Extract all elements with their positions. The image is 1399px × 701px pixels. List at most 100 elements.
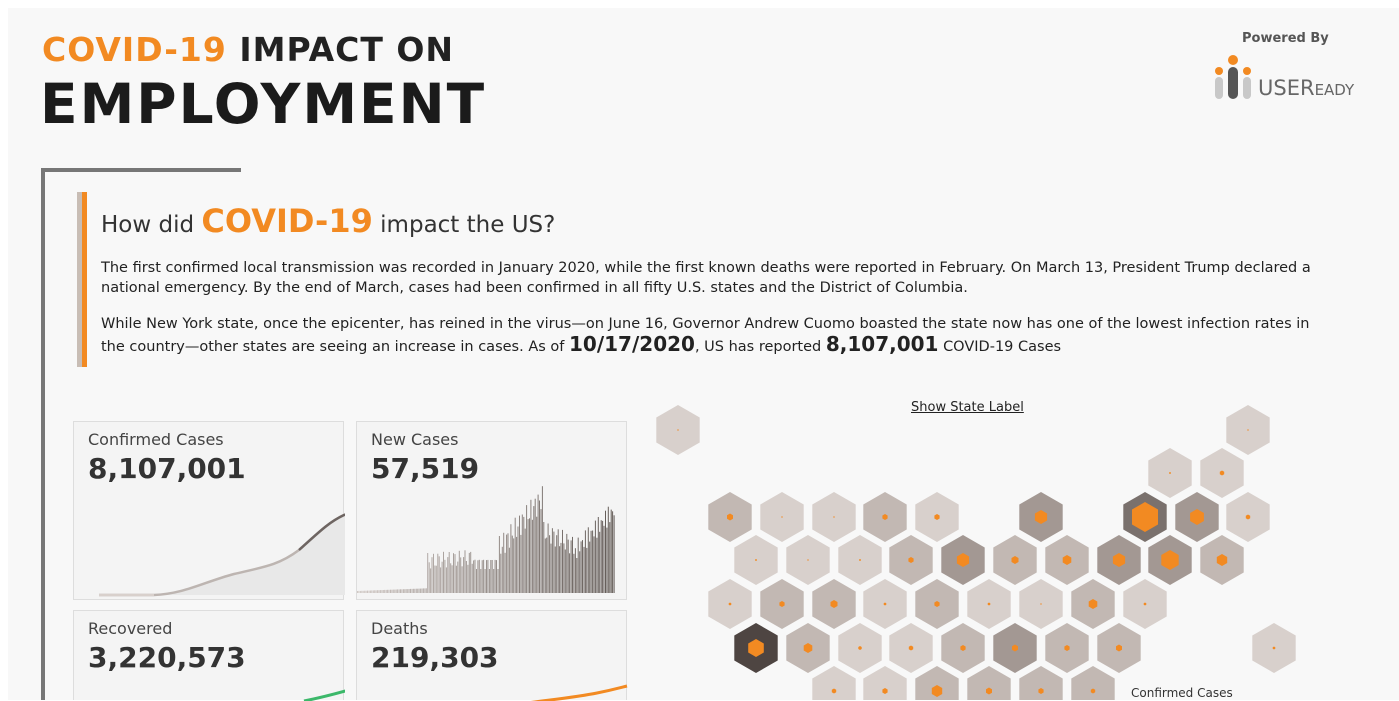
new-cases-bar [600,520,602,593]
new-cases-bar [586,547,588,593]
new-cases-bar [461,566,463,593]
kpi-card-recovered[interactable]: Recovered 3,220,573 [73,610,345,701]
state-hex[interactable] [838,535,882,585]
new-cases-bar [541,486,543,593]
new-cases-bar [434,565,436,593]
state-hex[interactable] [812,666,856,700]
new-cases-bar [414,588,416,593]
new-cases-bar [560,542,562,593]
state-hex[interactable] [889,535,933,585]
useready-logo[interactable]: USEREADY [1212,54,1362,104]
new-cases-bar [498,536,500,593]
new-cases-bar [401,589,403,593]
state-hex[interactable] [656,405,700,455]
new-cases-bar [382,590,384,593]
frame-top-border [41,168,241,172]
new-cases-bar [371,590,373,593]
state-hex[interactable] [1019,579,1063,629]
state-hex[interactable] [708,492,752,542]
total-cases: 8,107,001 [825,332,939,356]
kpi-card-new-cases[interactable]: New Cases 57,519 [356,421,627,600]
state-hex[interactable] [915,579,959,629]
new-cases-bar [402,589,404,593]
state-hex[interactable] [1200,448,1244,498]
state-hex[interactable] [812,492,856,542]
report-date: 10/17/2020 [569,332,695,356]
state-hex[interactable] [734,535,778,585]
state-hex[interactable] [1071,579,1115,629]
state-hex[interactable] [915,666,959,700]
para2-mid: , US has reported [694,339,822,355]
new-cases-bar [483,559,485,593]
new-cases-bar [367,590,368,593]
new-cases-bar [388,589,390,593]
new-cases-bar [435,565,437,593]
state-hex[interactable] [1200,535,1244,585]
useready-wordmark: USEREADY [1258,76,1354,100]
state-hex[interactable] [786,535,830,585]
state-hex[interactable] [863,666,907,700]
new-cases-bar [398,589,400,593]
state-hex[interactable] [1175,492,1219,542]
state-hex[interactable] [889,623,933,673]
state-hex[interactable] [941,535,985,585]
new-cases-bar [385,589,387,593]
new-cases-bar [523,516,525,593]
state-hex[interactable] [993,535,1037,585]
new-cases-bar [579,551,581,593]
new-cases-bar [357,591,358,593]
state-hex[interactable] [760,579,804,629]
new-cases-bar [437,553,439,593]
new-cases-bar [424,588,426,593]
state-hex[interactable] [863,492,907,542]
new-cases-bar [603,525,605,593]
new-cases-bar [463,557,465,593]
kpi-card-deaths[interactable]: Deaths 219,303 [356,610,628,701]
state-hex[interactable] [967,666,1011,700]
new-cases-bar [584,530,586,593]
state-hex[interactable] [838,623,882,673]
state-hex[interactable] [1226,405,1270,455]
new-cases-bar [529,518,530,593]
state-hex[interactable] [786,623,830,673]
state-hex[interactable] [760,492,804,542]
state-hex[interactable] [993,623,1037,673]
state-hex[interactable] [812,579,856,629]
new-cases-bar [513,538,515,593]
state-hex[interactable] [941,623,985,673]
state-hex[interactable] [734,623,778,673]
state-hex[interactable] [1097,623,1141,673]
state-hex[interactable] [1252,623,1296,673]
state-hex[interactable] [1071,666,1115,700]
state-hex[interactable] [1045,623,1089,673]
new-cases-bar [430,568,432,593]
state-hex[interactable] [863,579,907,629]
new-cases-bar [374,590,376,593]
new-cases-bar [400,589,401,593]
state-hex[interactable] [1097,535,1141,585]
show-state-label-toggle[interactable]: Show State Label [911,400,1024,415]
state-hex[interactable] [1019,666,1063,700]
new-cases-bar [602,520,604,593]
new-cases-bar [397,589,399,593]
state-hex[interactable] [1045,535,1089,585]
kpi-card-confirmed[interactable]: Confirmed Cases 8,107,001 [73,421,345,600]
new-cases-bar [377,590,379,593]
state-hex[interactable] [1148,448,1192,498]
title-highlight: COVID-19 [42,30,227,69]
state-hex[interactable] [1019,492,1063,542]
new-cases-bar [596,537,598,593]
state-hex[interactable] [1148,535,1192,585]
new-cases-bar [438,556,440,593]
new-cases-bar [570,540,572,593]
new-cases-bar [490,560,492,593]
state-hex[interactable] [1226,492,1270,542]
new-cases-bar [359,590,361,593]
new-cases-bar [530,499,532,593]
state-hex[interactable] [967,579,1011,629]
state-hex[interactable] [915,492,959,542]
state-hex[interactable] [1123,579,1167,629]
state-hex[interactable] [1123,492,1167,542]
state-hex[interactable] [708,579,752,629]
